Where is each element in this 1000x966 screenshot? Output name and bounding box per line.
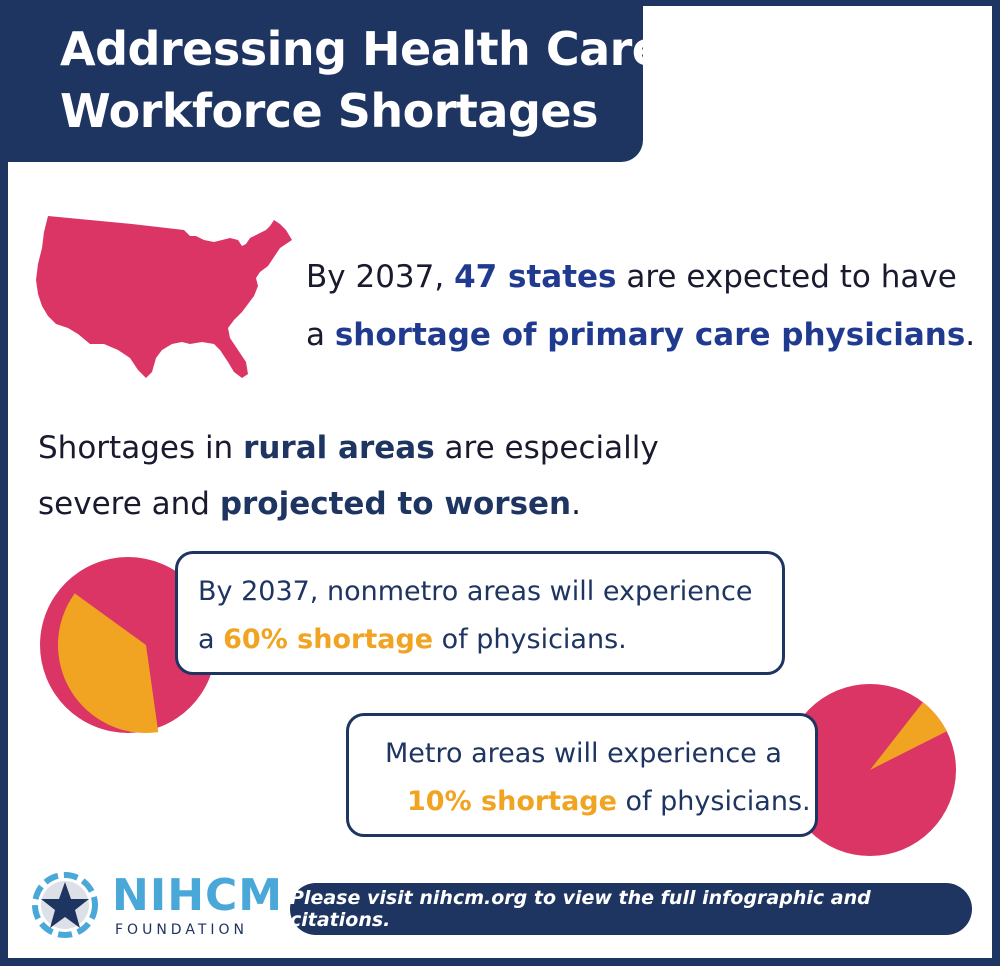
rural-fact-line2-prefix: severe and (38, 486, 220, 522)
states-fact-middle: are expected to have (616, 259, 957, 295)
metro-pie-shortage-slice (870, 702, 947, 770)
nonmetro-callout-line2-suffix: of physicians. (433, 624, 627, 655)
rural-fact-prefix: Shortages in (38, 430, 244, 466)
worsen-highlight: projected to worsen (219, 486, 572, 522)
states-fact: By 2037, 47 states are expected to have … (306, 248, 986, 364)
title-banner: Addressing Health Care Workforce Shortag… (8, 6, 663, 162)
nonmetro-callout-line2-prefix: a (198, 624, 224, 655)
metro-callout: Metro areas will experience a 10% shorta… (346, 713, 818, 837)
rural-fact: Shortages in rural areas are especially … (38, 420, 678, 532)
states-fact-prefix: By 2037, (306, 259, 455, 295)
nonmetro-pie-chart (40, 557, 216, 733)
states-fact-line-2: a shortage of primary care physicians. (306, 306, 986, 364)
star-people-icon (32, 872, 98, 938)
metro-callout-line-2: 10% shortage of physicians. (385, 778, 815, 826)
title-line-2: Workforce Shortages (60, 84, 598, 138)
us-map-icon (36, 216, 292, 378)
states-fact-line-1: By 2037, 47 states are expected to have (306, 248, 986, 306)
metro-callout-line2-suffix: of physicians. (616, 786, 811, 817)
metro-shortage-highlight: 10% shortage (407, 786, 617, 817)
nonmetro-pie-shortage-slice (58, 593, 159, 733)
rural-fact-line-1: Shortages in rural areas are especially (38, 420, 678, 476)
states-fact-line2-prefix: a (306, 317, 335, 353)
nonmetro-callout-line-1: By 2037, nonmetro areas will experience (198, 576, 753, 607)
nonmetro-callout-line-2: a 60% shortage of physicians. (198, 616, 782, 664)
logo-name: NIHCM (112, 870, 284, 921)
footer-text: Please visit nihcm.org to view the full … (290, 887, 871, 931)
title-line-1: Addressing Health Care (60, 22, 663, 76)
footer-link-banner[interactable]: Please visit nihcm.org to view the full … (290, 883, 972, 935)
nonmetro-shortage-highlight: 60% shortage (223, 624, 434, 655)
metro-pie-chart (784, 684, 956, 856)
states-fact-suffix: . (965, 317, 976, 353)
metro-callout-line-1: Metro areas will experience a (385, 738, 782, 769)
rural-fact-middle: are especially (434, 430, 659, 466)
rural-fact-suffix: . (571, 486, 581, 522)
logo-subtitle: FOUNDATION (115, 922, 248, 938)
states-count-highlight: 47 states (454, 259, 617, 295)
rural-areas-highlight: rural areas (243, 430, 435, 466)
nonmetro-callout: By 2037, nonmetro areas will experience … (175, 551, 785, 675)
rural-fact-line-2: severe and projected to worsen. (38, 476, 678, 532)
shortage-highlight: shortage of primary care physicians (334, 317, 966, 353)
